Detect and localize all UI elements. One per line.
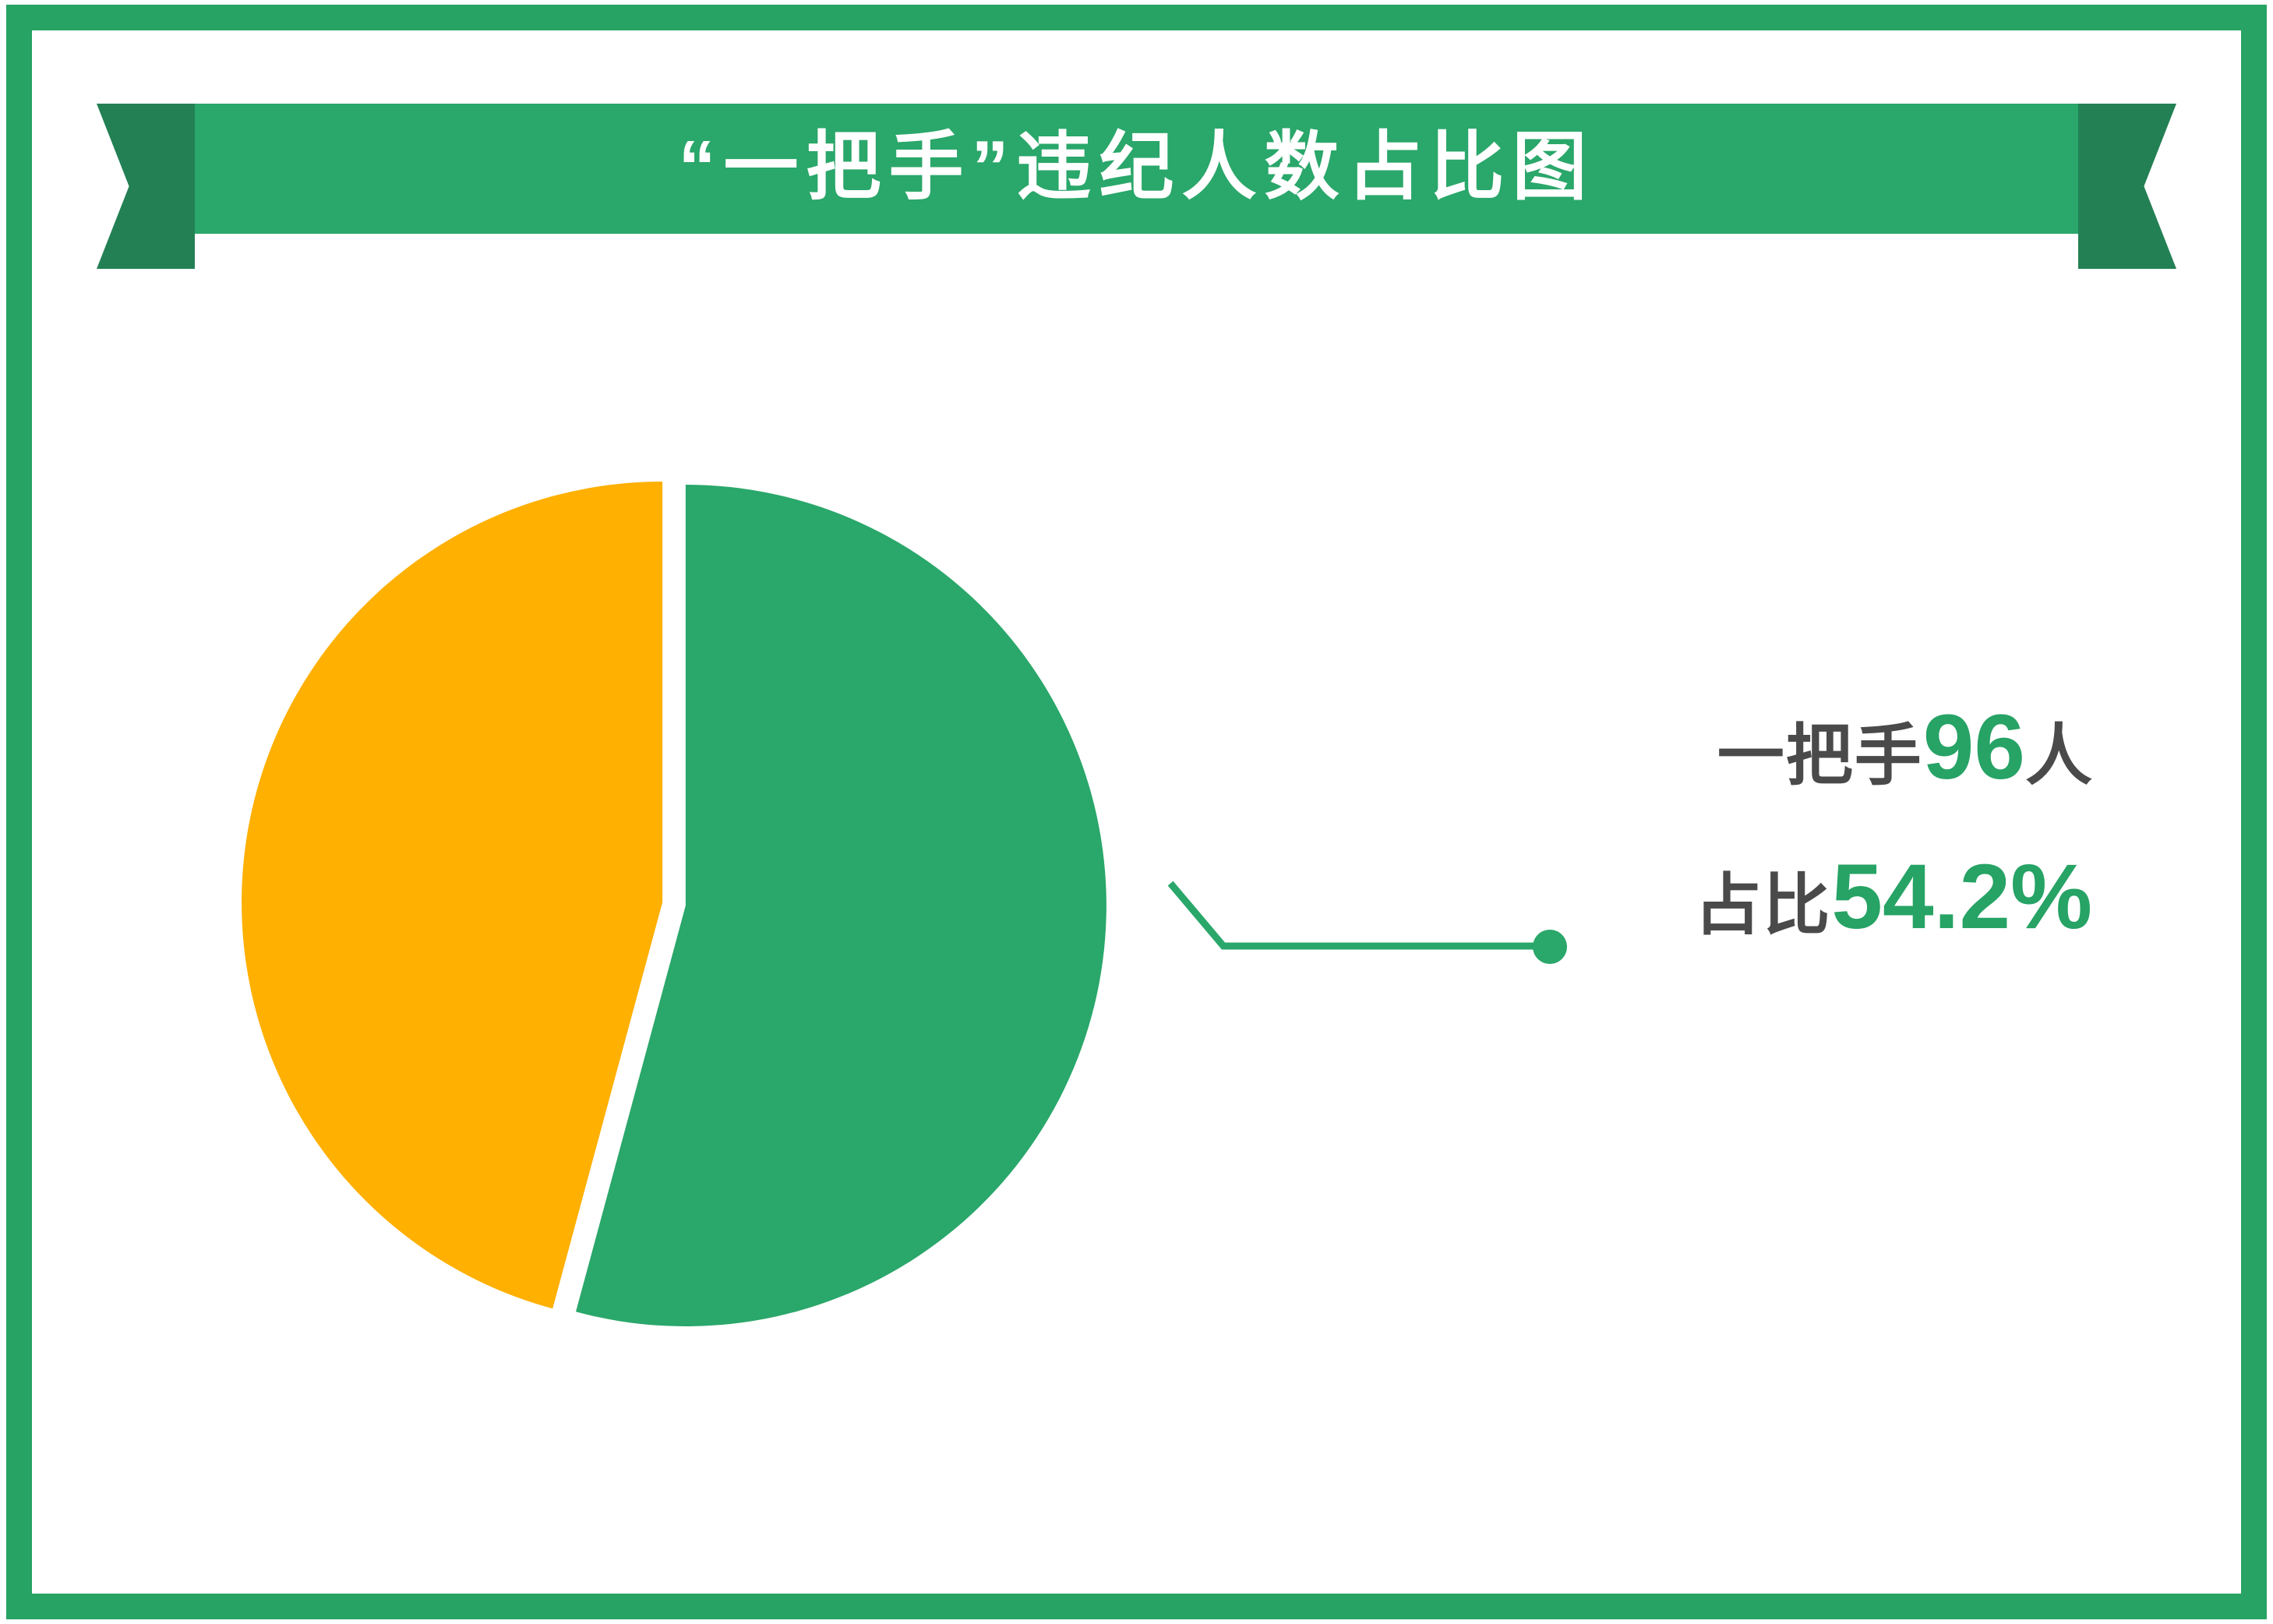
legend-row-percent: 占比54.2% [1391,851,2092,943]
leader-endpoint-dot [1533,930,1567,964]
callout-leader [1145,849,1582,997]
chart-legend: 一把手96人 占比54.2% [1391,701,2092,943]
legend-value-count: 96 [1922,696,2025,799]
page-title: “一把手”违纪人数占比图 [678,125,1595,209]
callout-leader-svg [1167,881,1567,964]
title-ribbon: “一把手”违纪人数占比图 [97,104,2176,269]
legend-value-percent: 54.2 [1831,846,2011,948]
legend-unit-person: 人 [2025,718,2092,793]
legend-row-count: 一把手96人 [1391,701,2092,793]
pie-slice-other[interactable] [242,482,663,1309]
poster-border-frame [6,5,2267,1619]
pie-chart [199,429,1149,1379]
ribbon-tail-left-icon [97,104,195,269]
leader-line [1167,881,1548,950]
legend-label-yibashou: 一把手 [1717,718,1923,793]
ribbon-tail-right-icon [2078,104,2176,269]
legend-label-zhanbi: 占比 [1694,868,1832,943]
pie-chart-svg [242,482,1106,1327]
legend-unit-percent: % [2010,846,2092,948]
pie-slice-yibashou[interactable] [576,485,1106,1327]
ribbon-bar: “一把手”违纪人数占比图 [195,104,2078,234]
